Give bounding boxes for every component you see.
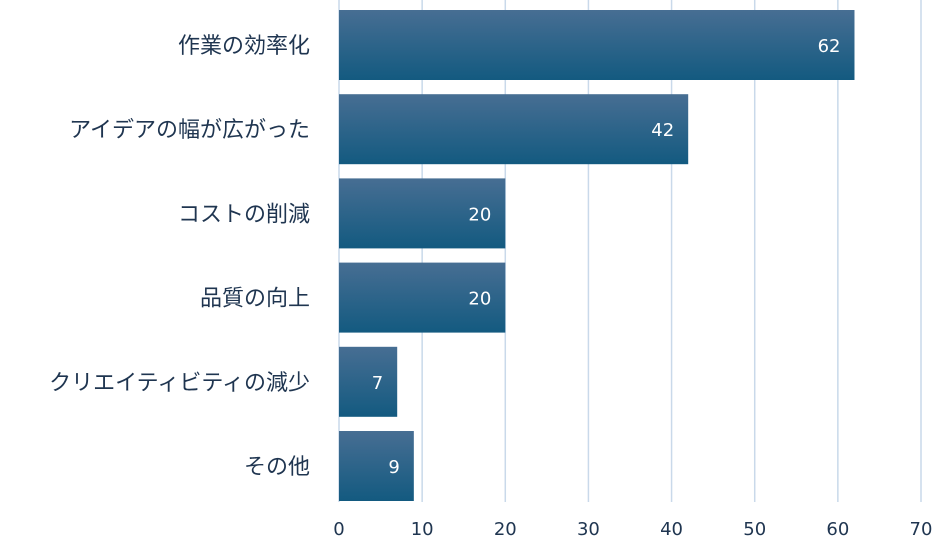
bar-value-label-2: 20 [468,204,491,225]
x-tick-label-60: 60 [826,519,849,540]
x-tick-label-40: 40 [660,519,683,540]
bar-2 [339,178,506,249]
bar-5 [339,431,414,501]
bar-4 [339,346,398,417]
x-tick-label-50: 50 [743,519,766,540]
bar-value-label-3: 20 [468,289,491,310]
x-tick-label-0: 0 [333,519,344,540]
bar-1 [339,94,689,165]
category-label-4: クリエイティビティの減少 [49,371,310,396]
bar-3 [339,262,506,333]
bar-value-label-1: 42 [651,120,674,141]
category-label-0: 作業の効率化 [178,34,310,59]
category-label-2: コストの削減 [178,202,310,227]
x-tick-label-70: 70 [910,519,933,540]
x-tick-label-30: 30 [577,519,600,540]
category-label-1: アイデアの幅が広がった [69,118,310,143]
x-tick-label-20: 20 [494,519,517,540]
x-axis-ticks: 0 10 20 30 40 50 60 70 [333,519,932,540]
category-labels: 作業の効率化アイデアの幅が広がったコストの削減品質の向上クリエイティビティの減少… [49,34,310,480]
bars [339,10,855,501]
bar-0 [339,10,855,80]
category-label-5: その他 [244,455,310,480]
bar-value-label-5: 9 [388,457,399,478]
bar-value-labels: 62 42 20 20 7 9 [372,36,841,478]
bar-value-label-4: 7 [372,373,383,394]
bar-value-label-0: 62 [818,36,841,57]
x-tick-label-10: 10 [411,519,434,540]
category-label-3: 品質の向上 [200,287,310,312]
gridlines [338,0,922,502]
